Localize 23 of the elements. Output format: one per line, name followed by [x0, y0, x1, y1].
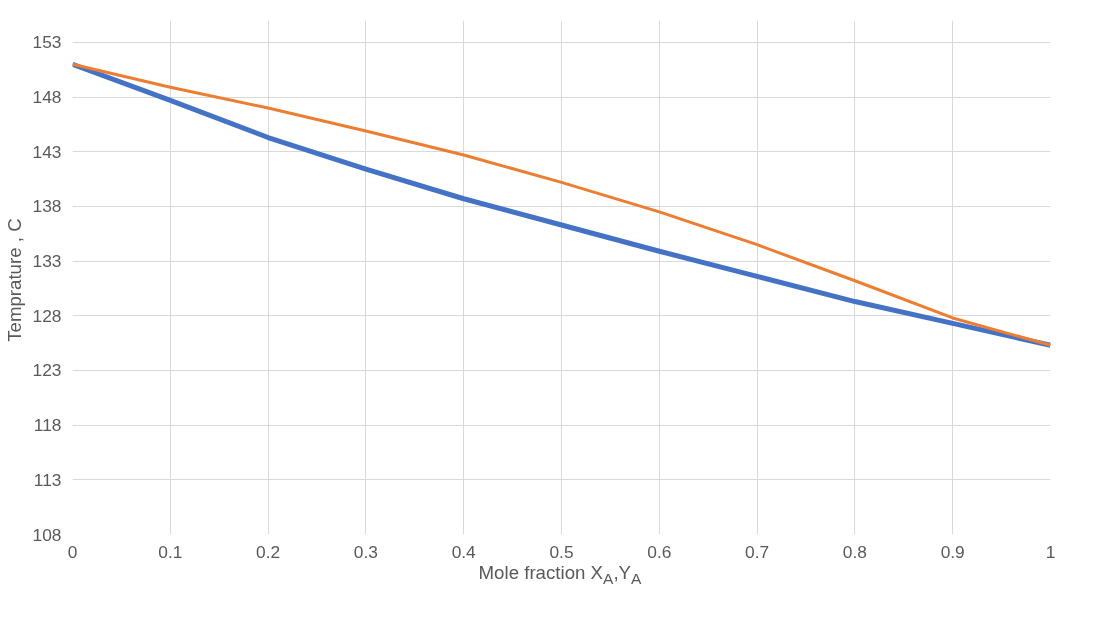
y-tick-label: 148: [32, 87, 62, 108]
y-tick-label: 138: [32, 196, 62, 217]
x-tick-label: 0.9: [940, 541, 965, 562]
x-tick-label: 0.8: [842, 541, 867, 562]
y-tick-label: 128: [32, 305, 62, 326]
x-tick-label: 0: [67, 541, 78, 562]
y-tick-label: 153: [32, 32, 62, 53]
y-tick-label: 118: [33, 415, 62, 436]
y-axis-title: Temprature , C: [3, 218, 25, 342]
x-tick-label: 0.6: [647, 541, 672, 562]
y-tick-label: 143: [32, 141, 62, 162]
x-axis-title: Mole fraction X$_{A}$,Y$_{A}$: [477, 561, 643, 589]
x-tick-label: 0.3: [353, 541, 378, 562]
x-tick-label: 0.7: [745, 541, 770, 562]
x-tick-label: 0.5: [549, 541, 574, 562]
x-tick-label: 0.4: [451, 541, 477, 562]
x-tick-label: 1: [1045, 541, 1056, 562]
x-tick-label: 0.2: [256, 541, 281, 562]
y-tick-label: 113: [33, 469, 62, 490]
y-tick-label: 108: [32, 524, 62, 545]
x-tick-label: 0.1: [158, 541, 183, 562]
y-tick-label: 123: [32, 360, 62, 381]
y-tick-label: 133: [32, 251, 62, 272]
